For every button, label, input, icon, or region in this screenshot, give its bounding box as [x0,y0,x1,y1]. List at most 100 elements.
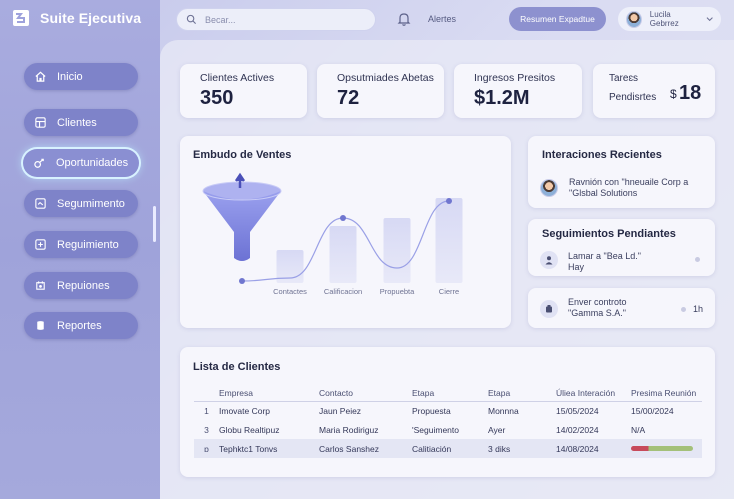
stat-value: 350 [200,87,234,109]
cell-etapa2: Monnna [488,405,519,416]
stat-label: Opsutmiades Abetas [337,72,434,84]
table-row[interactable]: 1 Imovate Corp Jaun Peiez Propuesta Monn… [194,401,702,420]
interaction-line[interactable]: Ravnión con "hneuaile Corp a [569,177,689,187]
stat-value: 18 [679,82,702,104]
meetings-icon [36,281,45,290]
funnel-chart: Contactes Calificacion Propuebta Cierre [202,172,463,296]
sidebar-item-clientes[interactable]: Clientes [24,109,138,136]
status-dot [695,257,700,262]
interaction-line[interactable]: "Glsbal Solutions [569,188,638,198]
followup-line[interactable]: Hay [568,262,585,272]
stat-card-revenue[interactable]: Ingresos Presitos $1.2M [454,64,582,118]
column-header[interactable]: Contacto [319,385,412,402]
cell-ultima: 15/05/2024 [556,405,599,416]
client-list-title: Lista de Clientes [193,361,281,373]
sidebar-item-repuiones[interactable]: Repuiones [24,272,138,299]
pending-followups-card: Seguimientos Pendiantes Lamar a "Bea Ld.… [528,219,715,276]
client-table: Empresa Contacto Etapa Etapa Úliea Inter… [194,385,702,458]
cell-contacto: Jaun Peiez [319,405,362,416]
followup-line[interactable]: Lamar a "Bea Ld." [568,251,641,261]
row-index: ɒ [194,439,219,458]
table-row[interactable]: 3 Globu Realtipuz Maria Rodiriguz 'Segui… [194,420,702,439]
trend-point [446,198,452,204]
column-header[interactable]: Presima Reunión [631,385,702,402]
search-icon [186,14,197,25]
x-axis-label: Calificacion [324,287,362,296]
followup-line: Enver controto [568,297,627,307]
table-row[interactable]: ɒ Tephktc1 Tonvs Carlos Sanshez Calitiac… [194,439,702,458]
column-header[interactable]: Empresa [219,385,319,402]
cell-proxima [631,439,702,458]
trend-point [239,278,245,284]
search-input[interactable] [205,14,355,25]
search-bar[interactable] [176,8,376,31]
column-header[interactable]: Úliea Interación [556,385,631,402]
cell-empresa: Tephktc1 Tonvs [219,439,319,458]
followup-line: "Gamma S.A." [568,308,626,318]
stat-value: $1.2M [474,87,530,109]
stat-prefix: $ [670,87,677,101]
cell-etapa2: 3 diks [488,439,556,458]
sidebar-item-reguimiento[interactable]: Reguimiento [24,231,138,258]
trend-point [340,215,346,221]
sidebar-item-reportes[interactable]: Reportes [24,312,138,339]
funnel-bar[interactable] [383,218,411,283]
stat-value: 72 [337,87,360,109]
cell-empresa: Globu Realtipuz [219,424,280,435]
sidebar-item-label: Reportes [57,319,102,332]
interactions-title: Interaciones Recientes [542,149,662,161]
cell-contacto: Carlos Sanshez [319,439,412,458]
follow-up-icon [35,239,46,250]
status-dot [681,307,686,312]
task-icon-wrapper [540,300,558,318]
stat-label: Ingresos Presitos [474,72,556,84]
funnel-bar[interactable] [329,226,357,283]
cell-proxima: N/A [631,424,646,435]
funnel-bar[interactable] [276,250,304,283]
avatar [626,10,642,28]
x-axis-label: Propuebta [380,287,415,296]
column-header-index [194,385,219,402]
task-icon [546,305,552,313]
funnel-bar[interactable] [435,198,463,283]
funnel-icon [202,172,282,261]
table-header-row: Empresa Contacto Etapa Etapa Úliea Inter… [194,385,702,402]
cell-empresa: Imovate Corp [219,405,271,416]
followups-title: Seguimientos Pendiantes [542,228,676,240]
sidebar-item-segumimento[interactable]: Segumimento [24,190,138,217]
sidebar: Suite Ejecutiva Inicio Clientes Oportuni… [0,0,160,499]
app-logo-icon [13,10,29,26]
scrollbar-thumb[interactable] [153,206,156,242]
x-axis-label: Contactes [273,287,307,296]
stat-card-opportunities[interactable]: Opsutmiades Abetas 72 [317,64,444,118]
user-menu[interactable]: Lucila Gebrrez [618,7,721,31]
progress-bar [631,446,693,451]
cell-contacto: Maria Rodiriguz [319,424,379,435]
handshake-icon [34,158,44,168]
stat-card-tasks[interactable]: Tareɛs Pendisrtes $ 18 [593,64,715,118]
sidebar-item-label: Clientes [57,116,97,129]
sidebar-item-label: Repuiones [57,279,110,292]
executive-summary-button[interactable]: Resumen Expadtue [509,7,606,31]
sidebar-item-oportunidades[interactable]: Oportunidades [23,149,139,177]
stat-card-clients[interactable]: Clientes Actives 350 [180,64,307,118]
cell-etapa2: Ayer [488,424,506,435]
tracking-icon [35,198,46,209]
column-header[interactable]: Etapa [488,385,556,402]
clients-icon [35,117,46,128]
bell-icon[interactable] [396,11,412,27]
sidebar-item-inicio[interactable]: Inicio [24,63,138,90]
brand[interactable]: Suite Ejecutiva [12,9,141,27]
cell-ultima: 14/08/2024 [556,439,631,458]
stat-label: Clientes Actives [200,72,275,84]
funnel-title: Embudo de Ventes [193,149,292,161]
column-header[interactable]: Etapa [412,385,488,402]
row-index: 1 [204,405,209,416]
sales-funnel-card: Embudo de Ventes Contactes Calificacion Pr… [180,136,511,328]
alerts-link[interactable]: Alertes [428,14,457,24]
stat-label: Tareɛs [609,73,639,84]
sidebar-item-label: Segumimento [57,197,125,210]
x-axis-label: Cierre [439,287,459,296]
chevron-down-icon [706,17,713,22]
followup-item-card[interactable]: Enver controto "Gamma S.A." 1h [528,288,715,328]
